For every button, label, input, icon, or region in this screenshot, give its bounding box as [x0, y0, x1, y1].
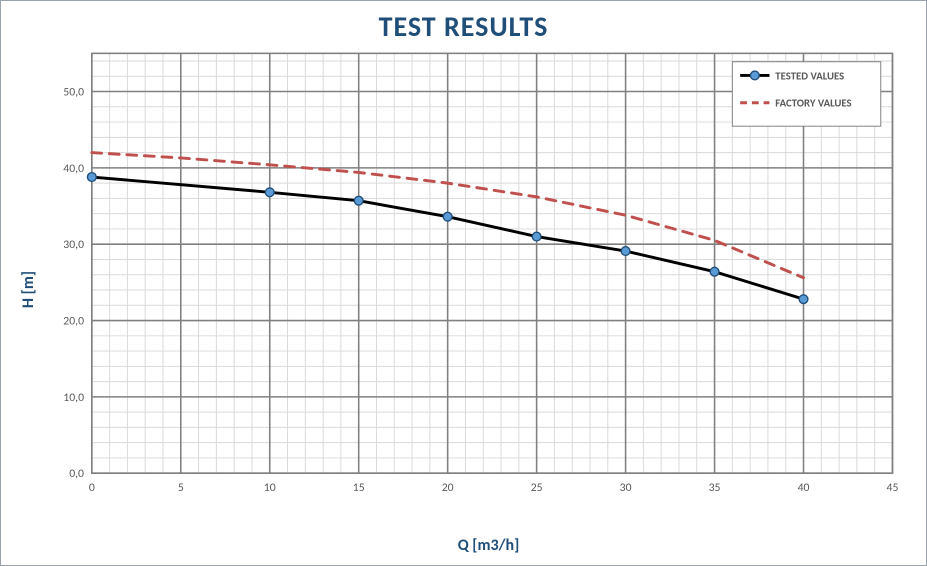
tested-values-marker — [443, 212, 452, 221]
x-tick-label: 20 — [442, 481, 454, 495]
chart-title: TEST RESULTS — [15, 9, 912, 44]
y-tick-label: 0,0 — [69, 467, 84, 481]
y-tick-label: 20,0 — [63, 314, 84, 328]
chart-container: TEST RESULTS H [m] 0 5 10 15 20 25 30 35 40 45 0,0… — [0, 0, 927, 566]
plot-svg: 0 5 10 15 20 25 30 35 40 45 0,0 10,0 20,0 30,0 40,0 50,… — [43, 44, 912, 506]
tested-values-marker — [799, 295, 808, 304]
legend-label: TESTED VALUES — [775, 69, 844, 82]
x-tick-label: 45 — [887, 481, 899, 495]
tested-values-marker — [354, 196, 363, 205]
plot-wrap: H [m] 0 5 10 15 20 25 30 35 40 45 0,0 10,0 20,0 30,0 4… — [15, 44, 912, 555]
tested-values-marker — [532, 232, 541, 241]
tested-values-marker — [710, 267, 719, 276]
y-axis-label-text: H [m] — [20, 270, 39, 307]
x-tick-label: 10 — [264, 481, 276, 495]
x-tick-label: 25 — [531, 481, 543, 495]
x-tick-label: 5 — [178, 481, 184, 495]
y-tick-label: 30,0 — [63, 238, 84, 252]
x-tick-label: 15 — [353, 481, 365, 495]
x-tick-label: 0 — [89, 481, 95, 495]
y-tick-label: 40,0 — [63, 162, 84, 176]
tested-values-marker — [621, 247, 630, 256]
legend-label: FACTORY VALUES — [775, 97, 851, 110]
x-tick-label: 40 — [798, 481, 810, 495]
y-axis-label: H [m] — [15, 44, 43, 534]
y-tick-label: 50,0 — [63, 85, 84, 99]
tested-values-marker — [87, 173, 96, 182]
x-tick-label: 30 — [620, 481, 632, 495]
y-tick-label: 10,0 — [63, 391, 84, 405]
legend-swatch-marker — [750, 71, 759, 80]
tested-values-marker — [265, 188, 274, 197]
x-axis-label: Q [m3/h] — [65, 534, 912, 555]
x-tick-label: 35 — [709, 481, 721, 495]
